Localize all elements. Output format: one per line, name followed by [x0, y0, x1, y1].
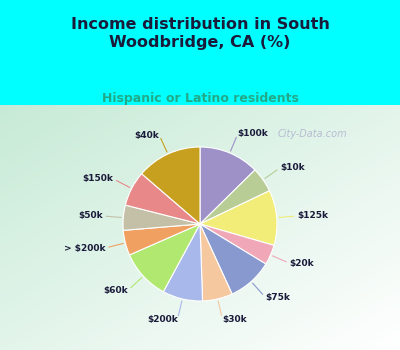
Text: $20k: $20k [290, 259, 314, 268]
Text: $40k: $40k [134, 131, 159, 140]
Text: $125k: $125k [298, 211, 328, 220]
Text: $50k: $50k [78, 211, 102, 220]
Wedge shape [200, 224, 266, 294]
Text: Hispanic or Latino residents: Hispanic or Latino residents [102, 92, 298, 105]
Wedge shape [200, 191, 277, 245]
Wedge shape [200, 147, 255, 224]
Text: $150k: $150k [82, 174, 113, 183]
Text: $100k: $100k [238, 129, 268, 138]
Wedge shape [163, 224, 202, 301]
Wedge shape [200, 170, 270, 224]
Wedge shape [123, 205, 200, 230]
Text: $10k: $10k [280, 163, 305, 172]
Wedge shape [200, 224, 232, 301]
Wedge shape [142, 147, 200, 224]
Wedge shape [200, 224, 274, 264]
Text: $30k: $30k [222, 315, 247, 324]
Wedge shape [123, 224, 200, 255]
Wedge shape [125, 174, 200, 224]
Text: $200k: $200k [147, 315, 178, 324]
Text: Income distribution in South
Woodbridge, CA (%): Income distribution in South Woodbridge,… [70, 17, 330, 50]
Wedge shape [130, 224, 200, 292]
Text: > $200k: > $200k [64, 244, 105, 252]
Text: $75k: $75k [265, 293, 290, 302]
Text: City-Data.com: City-Data.com [277, 130, 347, 139]
Text: $60k: $60k [104, 286, 128, 295]
